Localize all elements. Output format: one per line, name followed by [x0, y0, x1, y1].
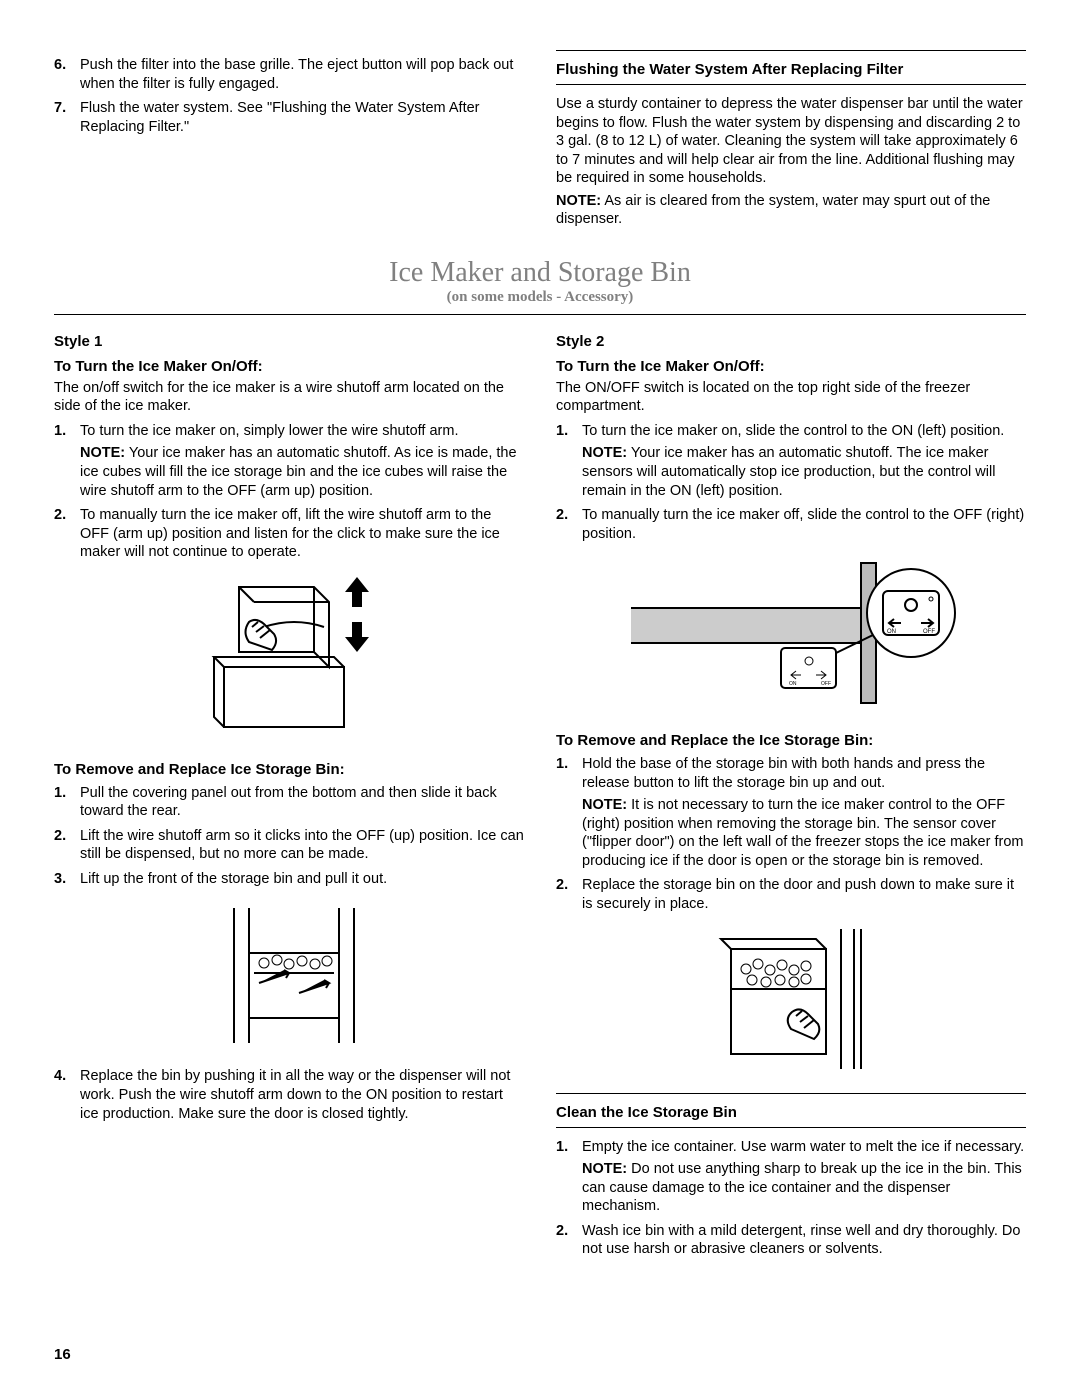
item-note: NOTE: It is not necessary to turn the ic… — [582, 796, 1026, 870]
style2-list3: Empty the ice container. Use warm water … — [556, 1138, 1026, 1259]
item-text: Wash ice bin with a mild detergent, rins… — [582, 1223, 1020, 1258]
note-label: NOTE: — [556, 193, 601, 209]
item-text: Replace the bin by pushing it in all the… — [80, 1068, 510, 1121]
list-item: To turn the ice maker on, simply lower t… — [54, 422, 524, 500]
note-label: NOTE: — [582, 797, 627, 813]
item-text: Empty the ice container. Use warm water … — [582, 1139, 1024, 1155]
item-text: Hold the base of the storage bin with bo… — [582, 756, 985, 791]
item-text: Replace the storage bin on the door and … — [582, 877, 1014, 912]
style2-intro: The ON/OFF switch is located on the top … — [556, 379, 1026, 416]
svg-text:ON: ON — [887, 629, 896, 635]
style2-sub1: To Turn the Ice Maker On/Off: — [556, 358, 1026, 375]
style1-sub2: To Remove and Replace Ice Storage Bin: — [54, 761, 524, 778]
list-item: Empty the ice container. Use warm water … — [556, 1138, 1026, 1216]
item-text: Lift up the front of the storage bin and… — [80, 871, 387, 887]
style1-intro: The on/off switch for the ice maker is a… — [54, 379, 524, 416]
top-right-col: Flushing the Water System After Replacin… — [556, 50, 1026, 233]
style1-list1: To turn the ice maker on, simply lower t… — [54, 422, 524, 562]
list-item: To manually turn the ice maker off, lift… — [54, 506, 524, 562]
svg-text:OFF: OFF — [821, 681, 831, 687]
list-item: Hold the base of the storage bin with bo… — [556, 755, 1026, 870]
svg-text:OFF: OFF — [923, 629, 935, 635]
style1-list3: Replace the bin by pushing it in all the… — [54, 1067, 524, 1123]
list-item: Push the filter into the base grille. Th… — [54, 56, 524, 93]
style2-illustration-1: ON OFF ON OFF — [556, 553, 1026, 718]
page-number: 16 — [54, 1346, 71, 1363]
list-item: To turn the ice maker on, slide the cont… — [556, 422, 1026, 500]
note-label: NOTE: — [582, 1161, 627, 1177]
flushing-note: NOTE: As air is cleared from the system,… — [556, 192, 1026, 229]
style1-illustration-1 — [54, 572, 524, 747]
note-text: It is not necessary to turn the ice make… — [582, 797, 1023, 869]
style2-heading: Style 2 — [556, 333, 1026, 350]
style2-col: Style 2 To Turn the Ice Maker On/Off: Th… — [556, 327, 1026, 1265]
list-item: Replace the storage bin on the door and … — [556, 876, 1026, 913]
section-title: Ice Maker and Storage Bin — [54, 257, 1026, 289]
style1-heading: Style 1 — [54, 333, 524, 350]
section-subtitle: (on some models - Accessory) — [54, 289, 1026, 306]
style2-sub3: Clean the Ice Storage Bin — [556, 1104, 1026, 1121]
rule — [556, 1093, 1026, 1094]
style2-illustration-2 — [556, 924, 1026, 1079]
item-text: To manually turn the ice maker off, slid… — [582, 507, 1024, 542]
list-item: Wash ice bin with a mild detergent, rins… — [556, 1222, 1026, 1259]
list-item: Replace the bin by pushing it in all the… — [54, 1067, 524, 1123]
note-text: As air is cleared from the system, water… — [556, 193, 990, 228]
style1-illustration-2 — [54, 898, 524, 1053]
rule — [556, 50, 1026, 51]
list-item: Lift up the front of the storage bin and… — [54, 870, 524, 889]
list-item: Flush the water system. See "Flushing th… — [54, 99, 524, 136]
svg-text:ON: ON — [789, 681, 797, 687]
list-item: Pull the covering panel out from the bot… — [54, 784, 524, 821]
item-text: Push the filter into the base grille. Th… — [80, 57, 513, 92]
top-section: Push the filter into the base grille. Th… — [54, 50, 1026, 233]
item-note: NOTE: Your ice maker has an automatic sh… — [582, 444, 1026, 500]
main-section: Style 1 To Turn the Ice Maker On/Off: Th… — [54, 327, 1026, 1265]
item-text: To turn the ice maker on, slide the cont… — [582, 423, 1004, 439]
note-label: NOTE: — [582, 445, 627, 461]
style2-sub2: To Remove and Replace the Ice Storage Bi… — [556, 732, 1026, 749]
note-text: Your ice maker has an automatic shutoff.… — [80, 445, 517, 498]
item-text: Lift the wire shutoff arm so it clicks i… — [80, 828, 524, 863]
item-text: To manually turn the ice maker off, lift… — [80, 507, 500, 560]
top-left-col: Push the filter into the base grille. Th… — [54, 50, 524, 233]
note-text: Do not use anything sharp to break up th… — [582, 1161, 1022, 1214]
item-text: Flush the water system. See "Flushing th… — [80, 100, 480, 135]
style2-list2: Hold the base of the storage bin with bo… — [556, 755, 1026, 913]
list-item: Lift the wire shutoff arm so it clicks i… — [54, 827, 524, 864]
rule — [556, 84, 1026, 85]
section-rule — [54, 314, 1026, 315]
style2-list1: To turn the ice maker on, slide the cont… — [556, 422, 1026, 543]
style1-col: Style 1 To Turn the Ice Maker On/Off: Th… — [54, 327, 524, 1265]
item-note: NOTE: Your ice maker has an automatic sh… — [80, 444, 524, 500]
item-text: Pull the covering panel out from the bot… — [80, 785, 497, 820]
note-label: NOTE: — [80, 445, 125, 461]
flushing-text: Use a sturdy container to depress the wa… — [556, 95, 1026, 188]
note-text: Your ice maker has an automatic shutoff.… — [582, 445, 995, 498]
style1-sub1: To Turn the Ice Maker On/Off: — [54, 358, 524, 375]
rule — [556, 1127, 1026, 1128]
item-note: NOTE: Do not use anything sharp to break… — [582, 1160, 1026, 1216]
item-text: To turn the ice maker on, simply lower t… — [80, 423, 459, 439]
style1-list2: Pull the covering panel out from the bot… — [54, 784, 524, 889]
list-item: To manually turn the ice maker off, slid… — [556, 506, 1026, 543]
flushing-heading: Flushing the Water System After Replacin… — [556, 61, 1026, 78]
top-left-list: Push the filter into the base grille. Th… — [54, 56, 524, 136]
